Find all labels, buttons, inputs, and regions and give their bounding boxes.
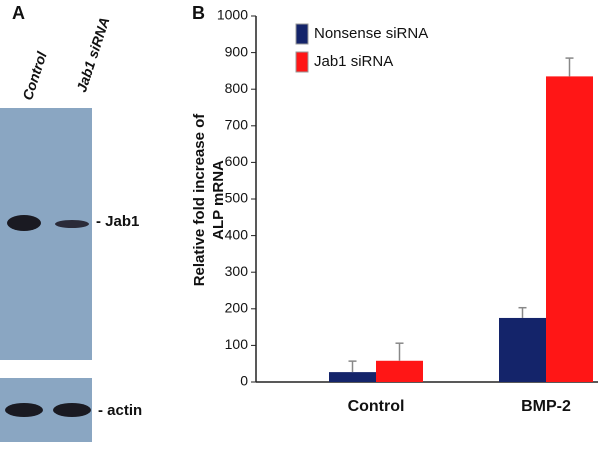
blot	[0, 108, 92, 360]
lane-label: Jab1 siRNA	[73, 15, 112, 94]
x-tick-label: BMP-2	[521, 398, 571, 415]
bar	[376, 360, 423, 382]
y-tick-label: 700	[225, 117, 249, 133]
blot-band	[5, 403, 43, 417]
y-tick-label: 1000	[217, 7, 248, 23]
bar	[329, 372, 376, 382]
y-tick-label: 300	[225, 263, 249, 279]
bar	[499, 317, 546, 382]
y-tick-label: 100	[225, 336, 249, 352]
y-axis-label: Relative fold increase of	[191, 113, 208, 287]
x-tick-label: Control	[348, 398, 405, 415]
blot-band	[55, 220, 89, 228]
y-tick-label: 0	[240, 373, 248, 389]
band-label: - Jab1	[96, 213, 139, 230]
y-tick-label: 500	[225, 190, 249, 206]
legend-label: Jab1 siRNA	[314, 53, 393, 70]
blot-band	[53, 403, 91, 417]
bar	[546, 76, 593, 382]
band-label: - actin	[98, 402, 142, 419]
y-tick-label: 800	[225, 80, 249, 96]
y-tick-label: 400	[225, 226, 249, 242]
y-tick-label: 600	[225, 153, 249, 169]
blot-band	[7, 215, 41, 231]
y-axis-label: ALP mRNA	[210, 160, 227, 240]
y-tick-label: 200	[225, 300, 249, 316]
legend-swatch	[295, 23, 309, 45]
legend-swatch	[295, 51, 309, 73]
y-tick-label: 900	[225, 43, 249, 59]
legend-label: Nonsense siRNA	[314, 25, 428, 42]
panel-label: A	[12, 3, 25, 23]
lane-label: Control	[19, 49, 50, 102]
panel-label: B	[192, 3, 205, 23]
